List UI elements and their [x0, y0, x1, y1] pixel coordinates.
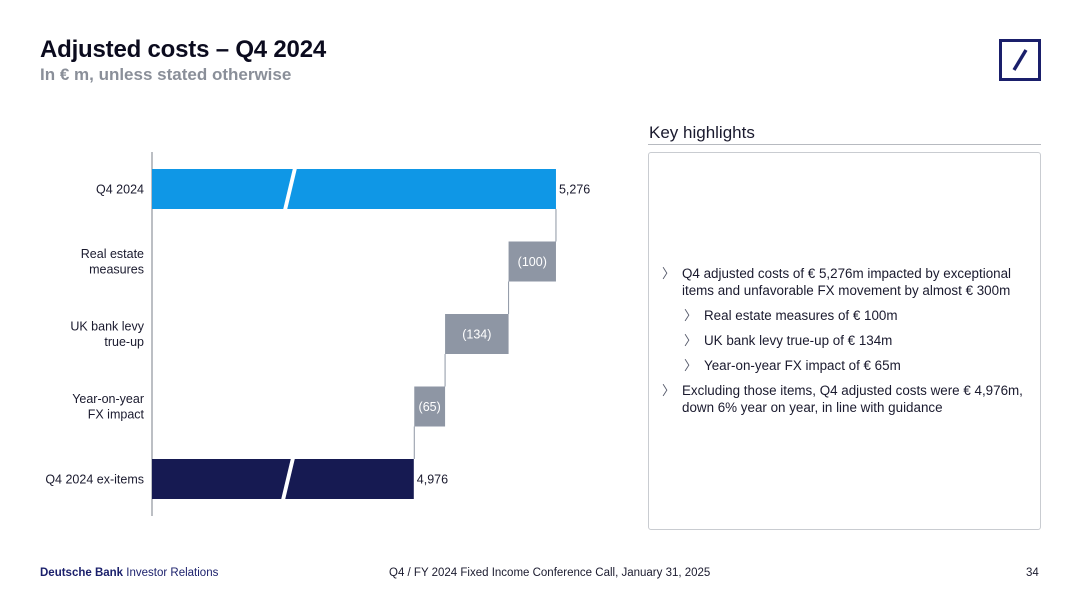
highlight-text: Year-on-year FX impact of € 65m [704, 358, 901, 373]
data-label: 5,276 [559, 183, 590, 197]
category-label: measures [89, 263, 144, 277]
category-label: FX impact [88, 408, 145, 422]
bullet-chevron-icon: 〉 [684, 358, 698, 373]
axis-break-mark [281, 458, 295, 500]
bullet-chevron-icon: 〉 [684, 308, 698, 323]
highlight-text: Excluding those items, Q4 adjusted costs… [682, 383, 1023, 415]
highlight-item: 〉 Year-on-year FX impact of € 65m [682, 357, 1035, 374]
data-label: 4,976 [417, 473, 448, 487]
bar [414, 386, 446, 427]
highlight-item: 〉 Excluding those items, Q4 adjusted cost… [660, 382, 1035, 416]
highlight-item: 〉 Real estate measures of € 100m [682, 307, 1035, 324]
highlight-text: Real estate measures of € 100m [704, 308, 898, 323]
footer-brand: Deutsche Bank Investor Relations [40, 567, 218, 579]
footer-brand-name: Deutsche Bank [40, 567, 124, 579]
category-label: Year-on-year [72, 392, 144, 406]
highlight-text: Q4 adjusted costs of € 5,276m impacted b… [682, 266, 1012, 298]
category-label: true-up [104, 335, 144, 349]
key-highlights-rule [648, 144, 1041, 145]
data-label: (65) [419, 400, 441, 414]
category-label: Q4 2024 [96, 183, 144, 197]
axis-break-mark [283, 168, 297, 210]
page-title: Adjusted costs – Q4 2024 [40, 36, 326, 63]
category-label: Real estate [81, 247, 144, 261]
category-label: Q4 2024 ex-items [45, 473, 144, 487]
bar [508, 241, 556, 282]
deutsche-bank-logo-icon [999, 39, 1041, 81]
waterfall-chart: 5,276 Q4 2024 (100) Real estate measures (134… [45, 152, 590, 516]
key-highlights-box [648, 152, 1041, 530]
data-label: (134) [462, 328, 491, 342]
bullet-chevron-icon: 〉 [684, 333, 698, 348]
bullet-chevron-icon: 〉 [662, 266, 676, 281]
data-label: (100) [518, 255, 547, 269]
key-highlights-list: 〉 Q4 adjusted costs of € 5,276m impacted … [660, 265, 1035, 424]
bar [445, 314, 509, 354]
page-number: 34 [1026, 567, 1039, 579]
bar [152, 169, 556, 209]
bullet-chevron-icon: 〉 [662, 383, 676, 398]
highlight-item: 〉 Q4 adjusted costs of € 5,276m impacted … [660, 265, 1035, 299]
footer-section: Investor Relations [126, 567, 219, 579]
highlight-item: 〉 UK bank levy true-up of € 134m [682, 332, 1035, 349]
footer-event: Q4 / FY 2024 Fixed Income Conference Cal… [389, 567, 711, 579]
key-highlights-title: Key highlights [649, 123, 755, 142]
category-label: UK bank levy [70, 320, 144, 334]
highlight-text: UK bank levy true-up of € 134m [704, 333, 893, 348]
page-subtitle: In € m, unless stated otherwise [40, 65, 292, 84]
